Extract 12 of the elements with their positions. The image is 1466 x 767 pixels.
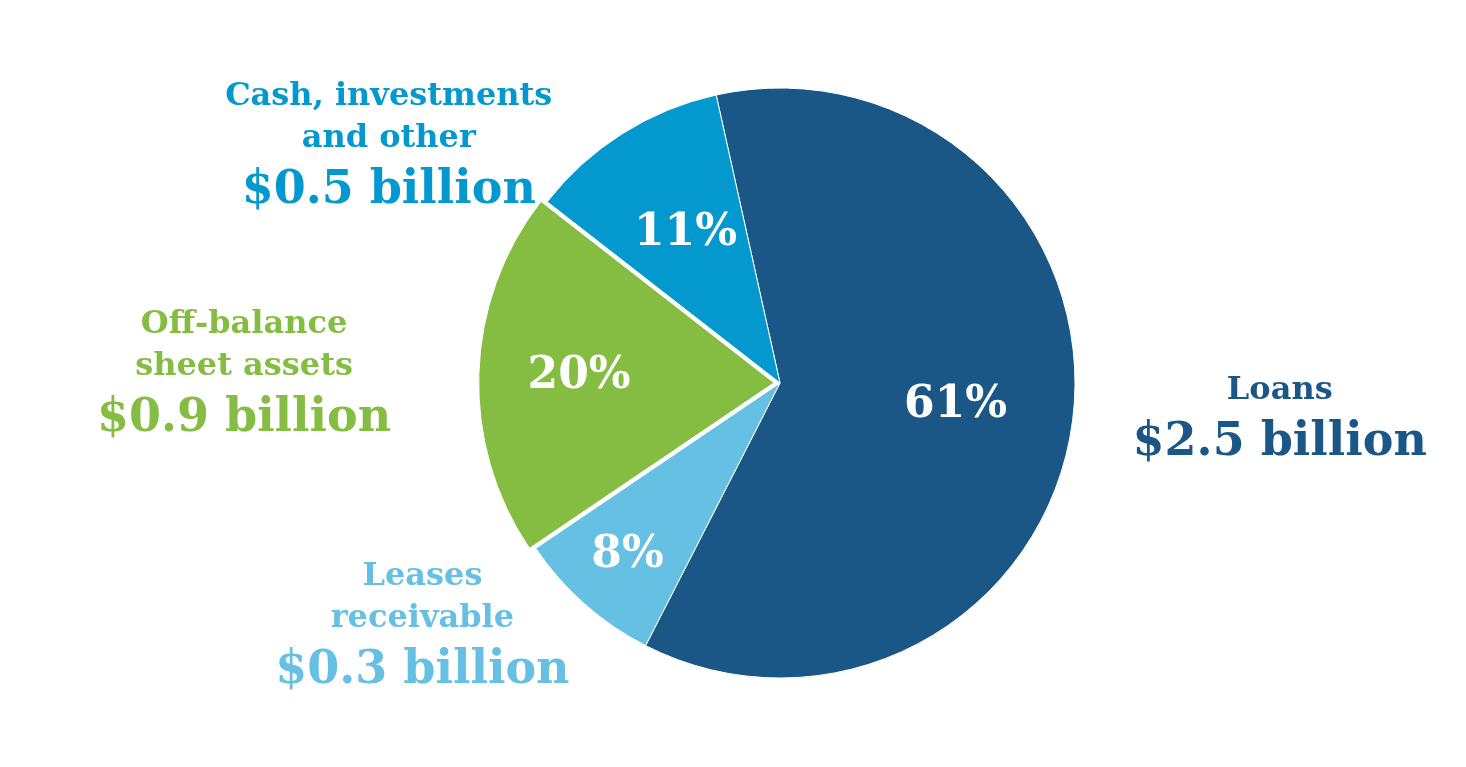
data-label: 11% <box>633 203 737 255</box>
slice-label: Cash, investments and other <box>225 75 553 156</box>
data-label: 61% <box>904 375 1008 427</box>
text: $0.3 billion <box>275 639 570 694</box>
text: $0.5 billion <box>241 160 536 215</box>
slice-label: Leases receivable <box>330 555 515 636</box>
slice-label: Loans <box>1226 368 1333 407</box>
data-label: 8% <box>591 525 664 577</box>
text: $2.5 billion <box>1132 411 1427 466</box>
data-label: 20% <box>527 346 631 398</box>
slice-label: Off-balance sheet assets <box>135 303 353 384</box>
text: $0.9 billion <box>96 387 392 442</box>
